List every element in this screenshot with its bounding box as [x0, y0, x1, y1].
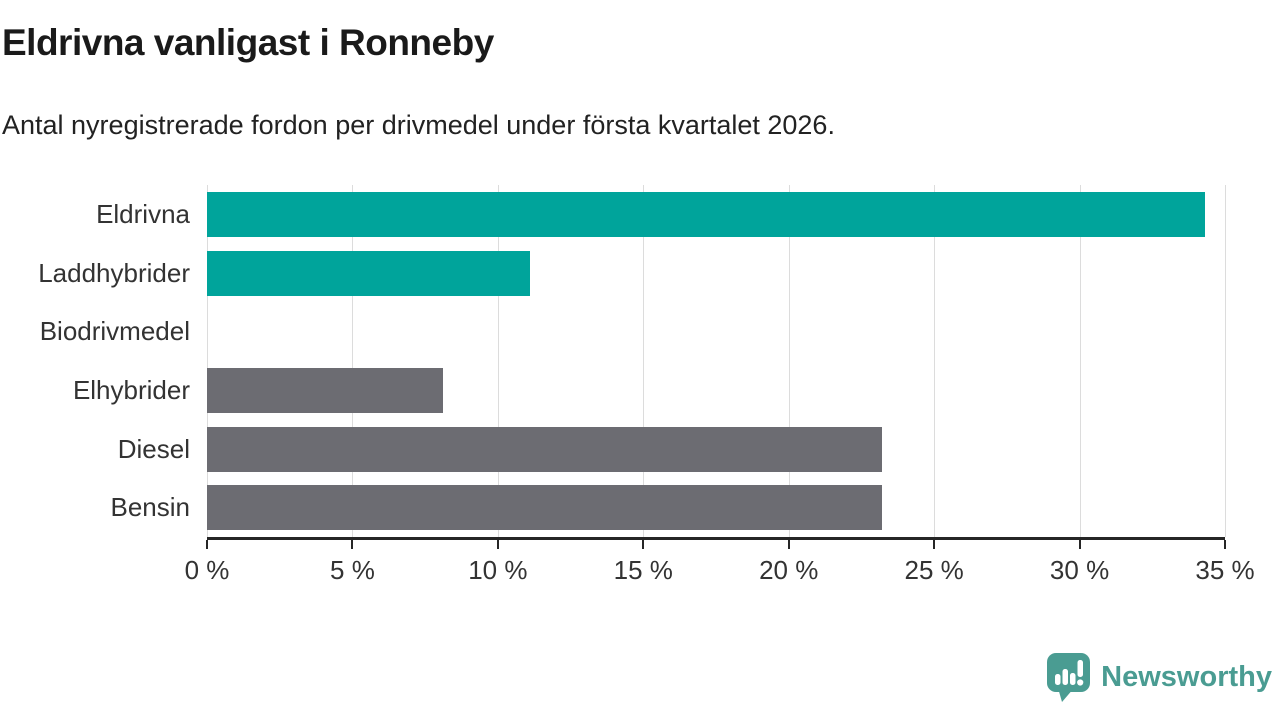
bar-laddhybrider: [207, 250, 530, 296]
category-label: Eldrivna: [96, 198, 190, 229]
x-axis-tick: [351, 540, 354, 549]
bar-diesel: [207, 426, 882, 472]
category-label: Bensin: [110, 492, 191, 523]
x-axis-tick: [1224, 540, 1226, 549]
bars-container: [207, 185, 1225, 537]
x-tick-label: 25 %: [904, 555, 964, 585]
x-axis-tick: [933, 540, 936, 549]
chart-title: Eldrivna vanligast i Ronneby: [2, 22, 494, 63]
category-label: Biodrivmedel: [39, 316, 190, 347]
x-tick-label: 20 %: [759, 555, 819, 585]
x-tick-label: 35 %: [1195, 555, 1255, 585]
bar-row: [207, 185, 1225, 244]
x-axis-tick: [642, 540, 645, 549]
chart-subtitle: Antal nyregistrerade fordon per drivmede…: [2, 110, 835, 140]
category-label: Diesel: [117, 433, 190, 464]
x-tick-label: 5 %: [330, 555, 375, 585]
bar-eldrivna: [207, 191, 1205, 237]
x-tick-label: 15 %: [613, 555, 673, 585]
x-tick-label: 30 %: [1049, 555, 1110, 585]
gridline: [497, 185, 499, 537]
gridline: [352, 185, 354, 537]
x-tick-label: 0 %: [184, 555, 230, 585]
gridline: [1079, 185, 1081, 537]
category-label: Laddhybrider: [38, 257, 190, 288]
gridline: [934, 185, 936, 537]
gridline: [1225, 185, 1226, 537]
newsworthy-brand: Newsworthy: [1046, 652, 1272, 702]
gridline: [643, 185, 645, 537]
bar-elhybrider: [207, 367, 443, 413]
y-axis-category-labels: Eldrivna Laddhybrider Biodrivmedel Elhybrid…: [0, 185, 190, 537]
x-axis-tick: [1078, 540, 1081, 549]
plot-area: 0 % 5 % 10 % 15 % 20 % 25 % 30 % 35 %: [185, 185, 1255, 585]
bar-row: [207, 420, 1225, 479]
newsworthy-logo-icon: [1046, 652, 1092, 702]
gridline: [207, 185, 208, 537]
bar-row: [207, 244, 1225, 303]
bar-bensin: [207, 485, 882, 531]
gridline: [788, 185, 790, 537]
x-axis-tick: [206, 540, 208, 549]
x-tick-label: 10 %: [468, 555, 528, 585]
bar-row: [207, 361, 1225, 420]
x-axis-tick: [787, 540, 790, 549]
bar-row: [207, 478, 1225, 537]
brand-name: Newsworthy: [1101, 660, 1272, 693]
bar-row: [207, 302, 1225, 361]
x-axis-tick: [496, 540, 499, 549]
category-label: Elhybrider: [72, 374, 190, 405]
